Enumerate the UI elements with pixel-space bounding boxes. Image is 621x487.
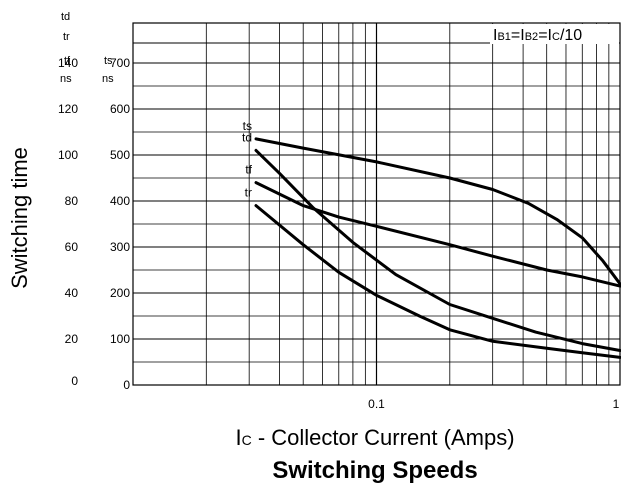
series-line-tf xyxy=(254,181,621,288)
left-unit-td: td xyxy=(61,11,70,23)
left-unit-tr: tr xyxy=(63,31,70,43)
y-left-tick-100: 100 xyxy=(58,148,78,162)
series-label-tf: tf xyxy=(245,163,252,177)
condition-tail: /10 xyxy=(560,27,582,44)
y-right-tick-400: 400 xyxy=(110,194,130,208)
plot-frame xyxy=(132,22,621,386)
condition-s1: B1 xyxy=(497,31,510,43)
condition-label: IB1=IB2=IC/10 xyxy=(493,27,582,44)
series-line-tr xyxy=(254,204,621,359)
condition-eq2: =I xyxy=(538,27,552,44)
right-unit-ts: ts xyxy=(104,55,113,67)
series-lines xyxy=(254,137,621,359)
left-unit-tf: tf xyxy=(64,55,71,67)
y-right-tick-100: 100 xyxy=(110,332,130,346)
series-label-tr: tr xyxy=(245,186,252,200)
x-axis-label-rest: - Collector Current (Amps) xyxy=(252,425,515,450)
y-right-tick-500: 500 xyxy=(110,148,130,162)
y-left-tick-20: 20 xyxy=(65,332,79,346)
y-right-tick-300: 300 xyxy=(110,240,130,254)
y-left-unit-header: td tr tf ns xyxy=(60,11,72,85)
x-axis-label-prefix: I xyxy=(235,425,241,450)
y-right-unit-header: ts ns xyxy=(102,55,114,85)
y-left-tick-0: 0 xyxy=(71,374,78,388)
condition-eq1: =I xyxy=(511,27,525,44)
chart-title: Switching Speeds xyxy=(272,457,477,484)
grid-major xyxy=(133,42,620,363)
series-label-ts: ts xyxy=(243,119,252,133)
condition-s2: B2 xyxy=(525,31,538,43)
y-right-tick-700: 700 xyxy=(110,56,130,70)
x-tick-1: 1 xyxy=(613,397,620,411)
right-unit-ns: ns xyxy=(102,73,114,85)
condition-box-bg xyxy=(490,24,619,44)
y-left-tick-60: 60 xyxy=(65,240,79,254)
y-left-tick-120: 120 xyxy=(58,102,78,116)
y-left-tick-40: 40 xyxy=(65,286,79,300)
condition-i1: I xyxy=(493,27,497,44)
x-axis-label-sub: C xyxy=(242,432,252,448)
x-tick-0.1: 0.1 xyxy=(368,397,385,411)
x-axis-label: IC - Collector Current (Amps) xyxy=(235,425,514,450)
grid-minor xyxy=(205,23,610,385)
y-left-tick-labels: 0 20 40 60 80 100 120 140 xyxy=(58,56,78,388)
y-right-tick-labels: 0 100 200 300 400 500 600 700 xyxy=(110,56,130,392)
y-right-tick-0: 0 xyxy=(123,378,130,392)
series-line-ts xyxy=(254,137,621,286)
y-right-tick-200: 200 xyxy=(110,286,130,300)
left-unit-ns: ns xyxy=(60,73,72,85)
x-tick-labels: 0.1 1 xyxy=(368,397,620,411)
y-right-tick-600: 600 xyxy=(110,102,130,116)
series-label-td: td xyxy=(242,130,252,144)
condition-s3: C xyxy=(552,31,560,43)
y-axis-label: Switching time xyxy=(7,147,32,289)
y-left-tick-80: 80 xyxy=(65,194,79,208)
series-line-td xyxy=(254,148,621,352)
y-left-tick-140: 140 xyxy=(58,56,78,70)
